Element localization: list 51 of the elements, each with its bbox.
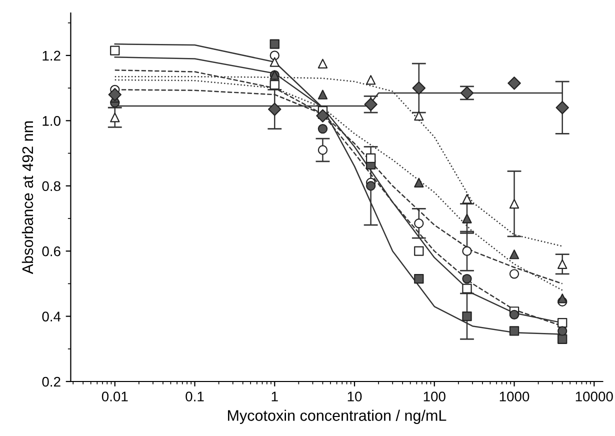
x-tick-label: 1 (272, 392, 278, 402)
point (462, 214, 472, 224)
point (462, 246, 472, 256)
point (556, 101, 569, 114)
point (509, 198, 520, 209)
point (509, 250, 520, 260)
point (509, 269, 520, 279)
point (414, 274, 424, 284)
y-tick-label: 0.6 (42, 246, 60, 256)
y-tick-label: 0.8 (42, 181, 60, 192)
point (316, 109, 330, 122)
x-tick-label: 0.1 (186, 392, 204, 402)
x-axis-title: Mycotoxin concentration / ng/mL (228, 410, 446, 424)
point (462, 194, 472, 204)
point (414, 218, 424, 228)
x-tick-label: 1000 (500, 392, 530, 402)
point (366, 153, 376, 163)
point (318, 58, 328, 68)
point (558, 294, 568, 304)
point (318, 145, 328, 155)
point (270, 57, 280, 67)
point (462, 274, 472, 284)
point (268, 102, 282, 116)
point (558, 318, 568, 328)
point (462, 311, 472, 322)
point (412, 81, 426, 95)
point (270, 80, 280, 90)
point (462, 284, 472, 294)
point (509, 310, 520, 320)
y-tick-label: 0.2 (42, 376, 60, 387)
point (414, 178, 424, 188)
point (366, 75, 376, 85)
point (414, 246, 424, 256)
x-tick-label: 10 (348, 392, 362, 402)
y-tick-label: 0.4 (42, 312, 61, 322)
point (366, 181, 376, 191)
point (558, 334, 568, 344)
point (558, 259, 568, 269)
x-tick-label: 10000 (576, 392, 613, 402)
x-tick-label: 100 (424, 392, 446, 402)
point (558, 326, 568, 336)
point (414, 110, 424, 121)
point (509, 326, 520, 336)
point (318, 124, 328, 134)
y-axis-title: Absorbance at 492 nm (22, 121, 34, 274)
point (270, 39, 280, 49)
point (318, 90, 328, 100)
y-tick-label: 1.2 (42, 50, 60, 60)
y-tick-label: 1.0 (42, 116, 60, 126)
x-tick-label: 0.01 (102, 392, 128, 402)
point (508, 76, 521, 90)
